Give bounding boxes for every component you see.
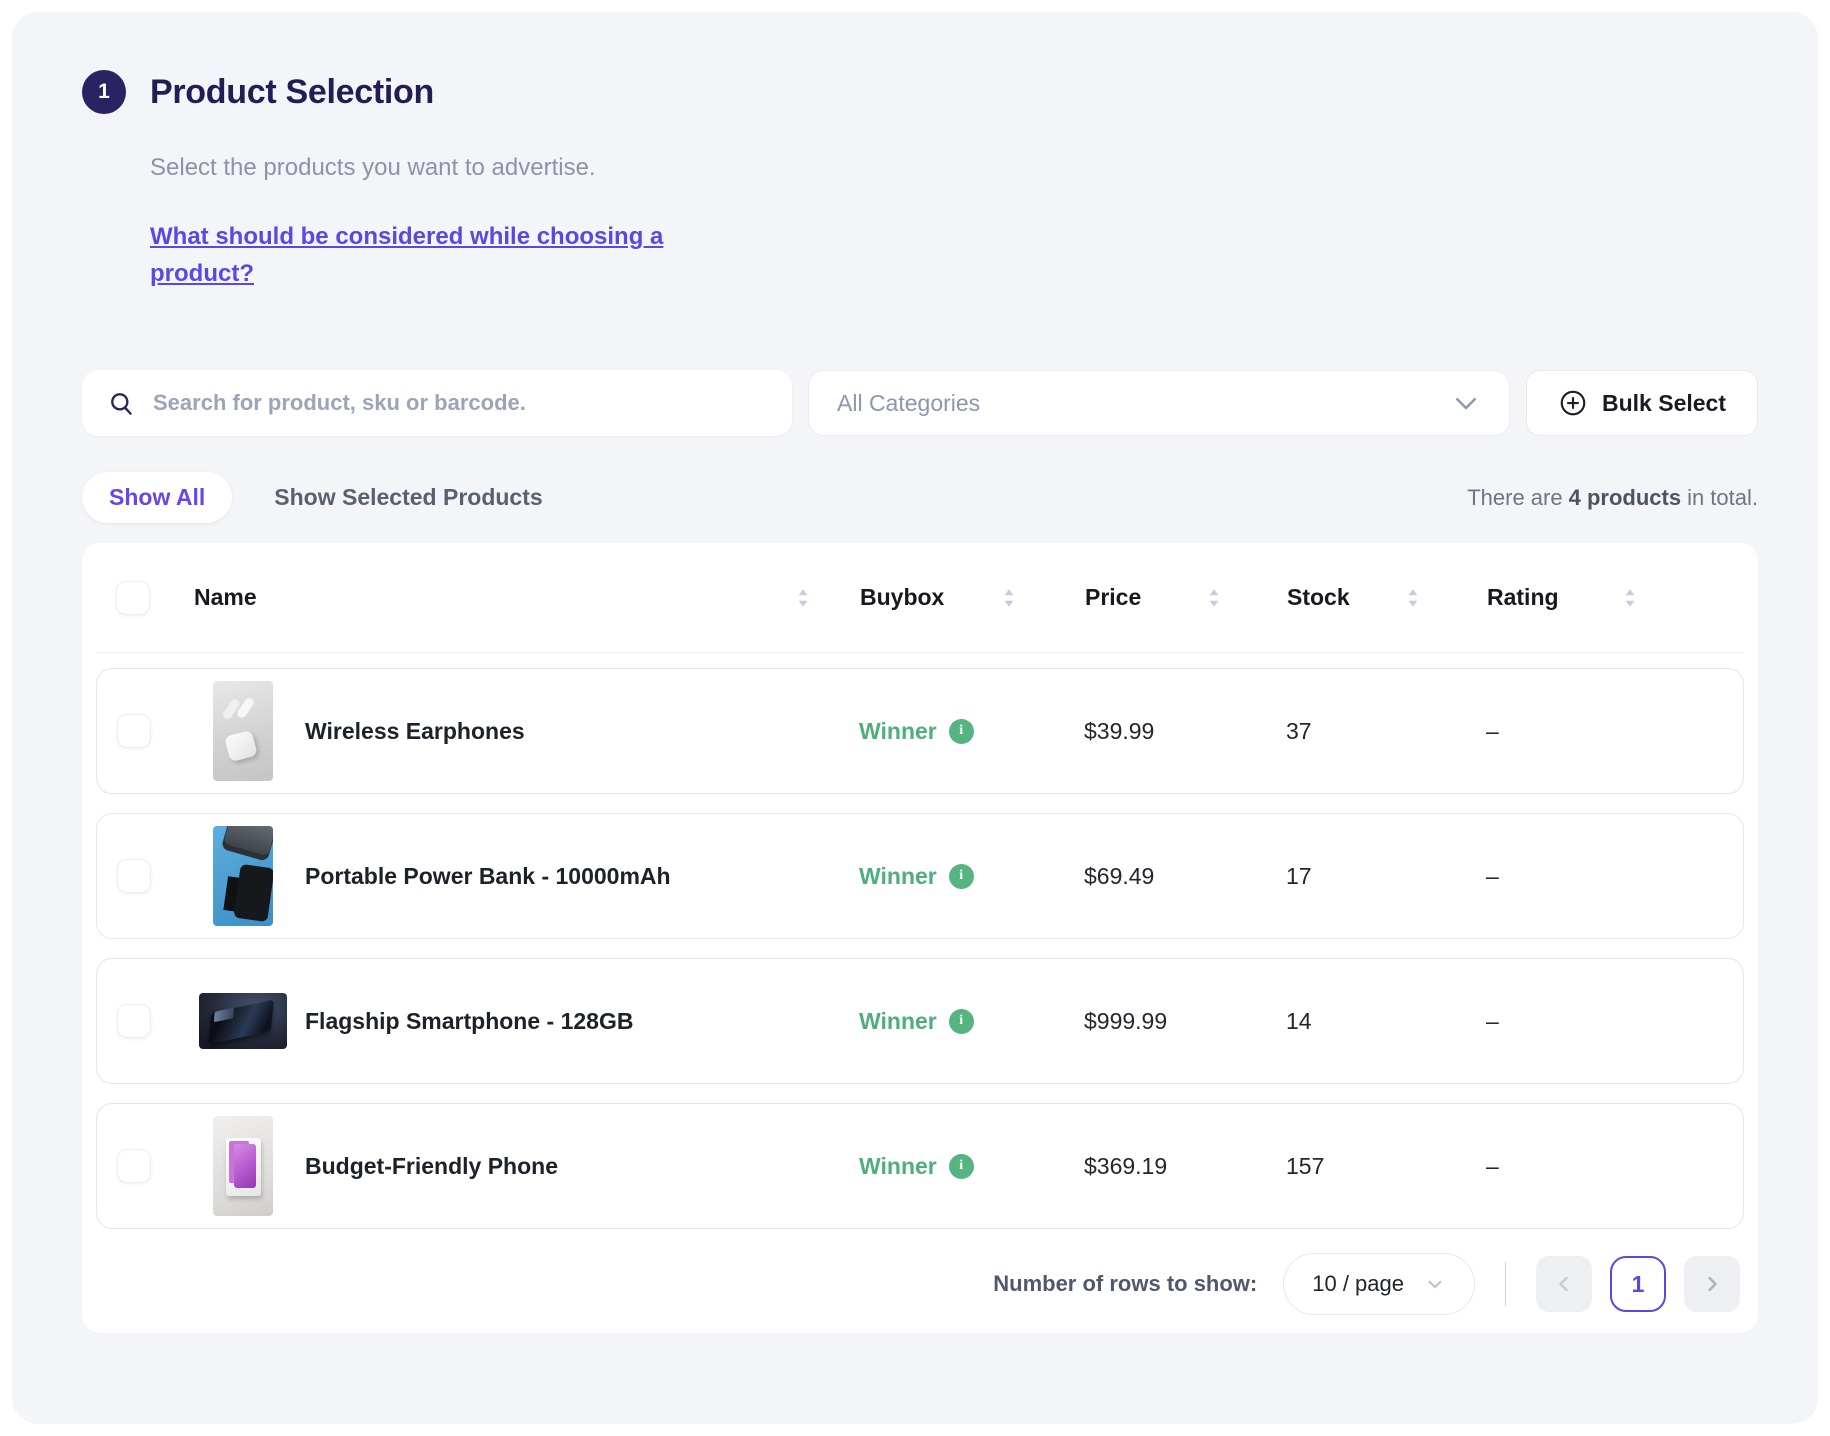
product-stock: 17 — [1286, 862, 1312, 889]
row-checkbox[interactable] — [117, 859, 151, 894]
column-label-buybox: Buybox — [860, 584, 945, 611]
info-icon[interactable]: i — [948, 863, 974, 889]
chevron-right-icon — [1708, 1277, 1717, 1292]
bulk-select-label: Bulk Select — [1602, 389, 1726, 416]
table-footer: Number of rows to show: 10 / page 1 — [96, 1253, 1744, 1316]
product-image — [213, 1116, 273, 1217]
product-name: Wireless Earphones — [305, 717, 525, 744]
product-price: $39.99 — [1084, 717, 1155, 744]
table-row[interactable]: Wireless Earphones Winner i $39.99 37 – — [96, 668, 1744, 795]
chevron-down-icon — [1428, 1281, 1442, 1289]
info-icon[interactable]: i — [948, 718, 974, 744]
buybox-status: Winner — [859, 717, 937, 744]
product-stock: 37 — [1286, 717, 1312, 744]
table-body: Wireless Earphones Winner i $39.99 37 – … — [96, 668, 1744, 1230]
product-count-summary: There are 4 products in total. — [1467, 485, 1758, 511]
page-size-select[interactable]: 10 / page — [1283, 1253, 1475, 1316]
product-name: Budget-Friendly Phone — [305, 1152, 558, 1179]
row-checkbox[interactable] — [117, 714, 151, 749]
step-header: 1 Product Selection — [82, 70, 1758, 114]
column-header-name[interactable]: Name — [194, 584, 860, 611]
filter-tabs: Show All Show Selected Products There ar… — [82, 472, 1758, 524]
product-image — [199, 993, 287, 1050]
tab-show-all[interactable]: Show All — [82, 472, 233, 524]
chevron-left-icon — [1559, 1277, 1568, 1292]
products-table: Name Buybox Price Stock Rating — [82, 543, 1758, 1334]
buybox-status: Winner — [859, 862, 937, 889]
table-row[interactable]: Budget-Friendly Phone Winner i $369.19 1… — [96, 1103, 1744, 1230]
row-checkbox[interactable] — [117, 1004, 151, 1039]
select-all-checkbox[interactable] — [116, 580, 150, 615]
page-title: Product Selection — [150, 72, 434, 111]
sort-icon-price[interactable] — [1207, 587, 1221, 609]
plus-circle-icon — [1560, 391, 1586, 416]
product-price: $369.19 — [1084, 1152, 1168, 1179]
summary-suffix: in total. — [1687, 484, 1758, 510]
category-select[interactable]: All Categories — [808, 370, 1510, 437]
sort-icon-rating[interactable] — [1623, 587, 1637, 609]
rows-per-page-label: Number of rows to show: — [993, 1271, 1258, 1297]
product-stock: 157 — [1286, 1152, 1325, 1179]
column-label-name: Name — [194, 584, 257, 611]
page-1-button[interactable]: 1 — [1610, 1256, 1666, 1313]
footer-divider — [1505, 1262, 1506, 1307]
page-subtitle: Select the products you want to advertis… — [150, 154, 596, 181]
product-price: $69.49 — [1084, 862, 1155, 889]
search-input[interactable] — [153, 390, 766, 417]
sort-icon-stock[interactable] — [1406, 587, 1420, 609]
column-header-price[interactable]: Price — [1085, 584, 1287, 611]
product-rating: – — [1486, 862, 1499, 889]
product-price: $999.99 — [1084, 1007, 1168, 1034]
product-name: Flagship Smartphone - 128GB — [305, 1007, 634, 1034]
summary-count: 4 products — [1568, 484, 1682, 510]
row-checkbox[interactable] — [117, 1149, 151, 1184]
prev-page-button[interactable] — [1536, 1256, 1592, 1313]
category-select-value: All Categories — [837, 389, 981, 416]
column-label-price: Price — [1085, 584, 1142, 611]
column-header-rating[interactable]: Rating — [1487, 584, 1732, 611]
search-box[interactable] — [82, 370, 792, 437]
product-rating: – — [1486, 1007, 1499, 1034]
product-image — [213, 826, 273, 927]
column-label-rating: Rating — [1487, 584, 1559, 611]
product-stock: 14 — [1286, 1007, 1312, 1034]
bulk-select-button[interactable]: Bulk Select — [1526, 370, 1758, 437]
search-icon — [111, 392, 132, 415]
buybox-status: Winner — [859, 1007, 937, 1034]
help-link[interactable]: What should be considered while choosing… — [150, 223, 664, 288]
table-header-row: Name Buybox Price Stock Rating — [96, 543, 1744, 654]
summary-prefix: There are — [1467, 484, 1563, 510]
table-row[interactable]: Flagship Smartphone - 128GB Winner i $99… — [96, 958, 1744, 1085]
toolbar: All Categories Bulk Select — [82, 370, 1758, 437]
tab-show-selected[interactable]: Show Selected Products — [274, 484, 543, 511]
info-icon[interactable]: i — [948, 1008, 974, 1034]
sort-icon-buybox[interactable] — [1002, 587, 1016, 609]
product-rating: – — [1486, 717, 1499, 744]
product-selection-panel: 1 Product Selection Select the products … — [12, 12, 1818, 1424]
next-page-button[interactable] — [1684, 1256, 1740, 1313]
column-label-stock: Stock — [1287, 584, 1350, 611]
product-image — [213, 681, 273, 782]
column-header-buybox[interactable]: Buybox — [860, 584, 1085, 611]
chevron-down-icon — [1455, 398, 1477, 410]
step-number-badge: 1 — [82, 70, 126, 114]
column-header-stock[interactable]: Stock — [1287, 584, 1487, 611]
sort-icon-name[interactable] — [796, 587, 810, 609]
page-size-value: 10 / page — [1312, 1271, 1404, 1297]
buybox-status: Winner — [859, 1152, 937, 1179]
info-icon[interactable]: i — [948, 1153, 974, 1179]
table-row[interactable]: Portable Power Bank - 10000mAh Winner i … — [96, 813, 1744, 940]
product-name: Portable Power Bank - 10000mAh — [305, 862, 671, 889]
product-rating: – — [1486, 1152, 1499, 1179]
